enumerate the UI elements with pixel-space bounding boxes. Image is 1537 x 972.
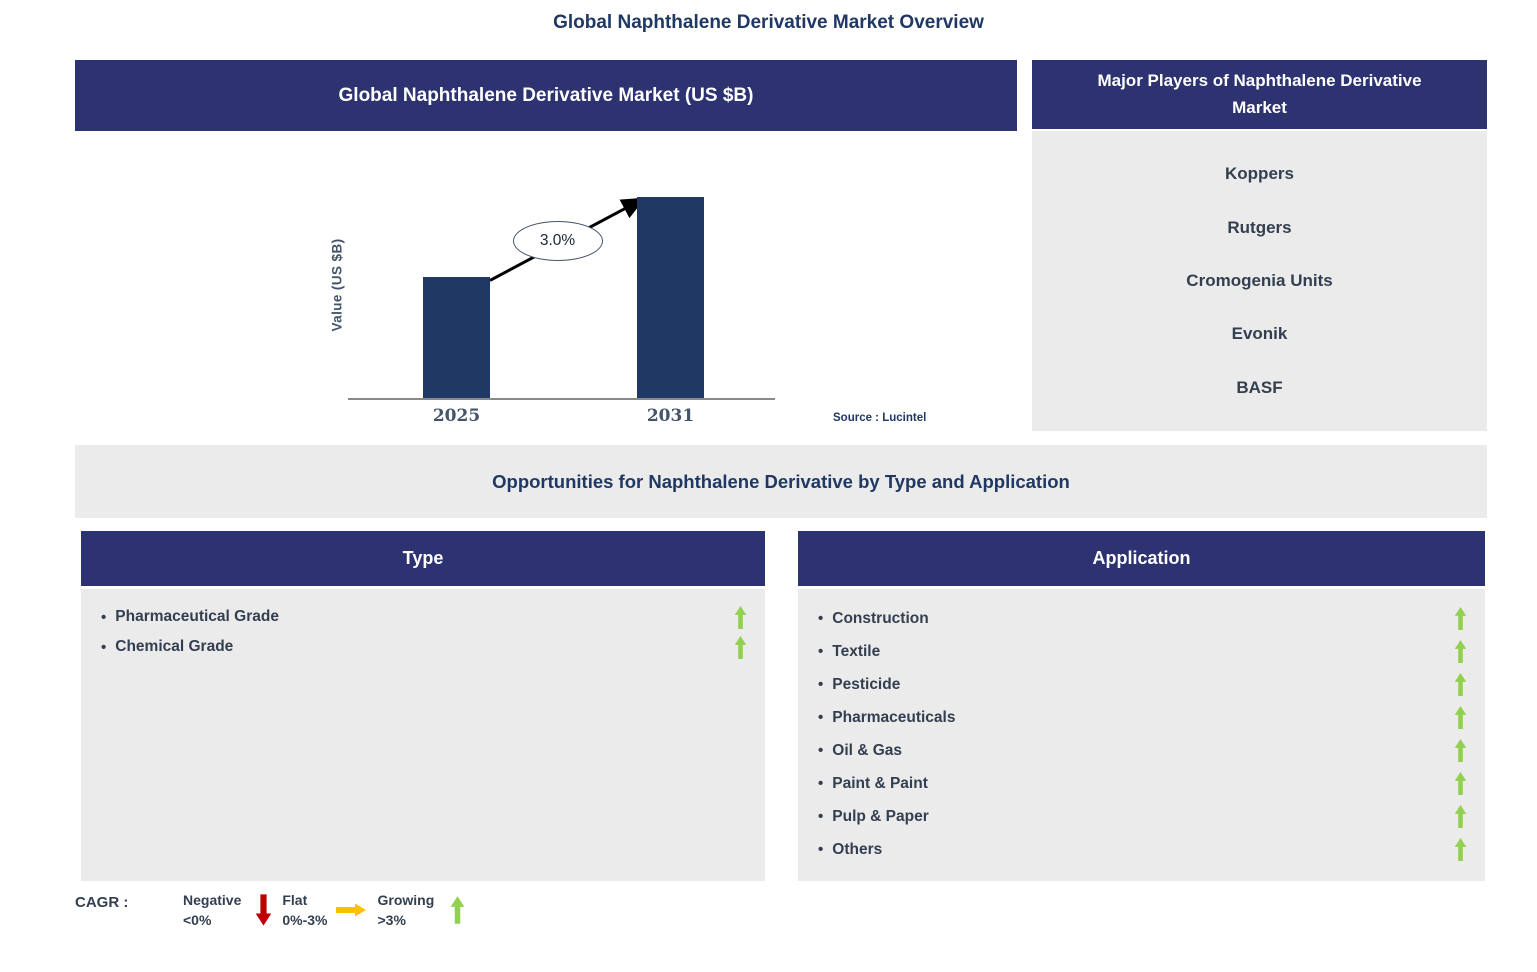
major-player-basf: BASF [1236,377,1283,397]
opportunity-item-label: Construction [832,609,929,627]
opportunity-item-label: Pharmaceutical Grade [115,608,279,625]
growing-trend-arrow-icon [1454,772,1467,795]
application-item-oil-gas: • Oil & Gas [798,734,1485,767]
bar-chart: Value (US $B) 3.0% 2025 2031 [330,131,775,426]
source-note: Source : Lucintel [833,412,927,424]
cagr-legend-text-growing: Growing >3% [377,892,435,928]
major-players-header: Major Players of Naphthalene Derivative … [1032,60,1487,129]
opportunities-band-title: Opportunities for Naphthalene Derivative… [492,470,1070,492]
application-item-others: • Others [798,833,1485,866]
application-item-textile: • Textile [798,635,1485,668]
growing-trend-arrow-icon [1454,805,1467,828]
bullet-icon: • [818,808,824,825]
growing-trend-arrow-icon [1454,673,1467,696]
application-header: Application [798,531,1485,586]
growing-trend-arrow-icon [734,635,747,659]
cagr-legend-entry-growing: Growing >3% [366,891,466,930]
market-chart-panel: Global Naphthalene Derivative Market (US… [75,60,1017,445]
market-chart-header: Global Naphthalene Derivative Market (US… [75,60,1017,131]
major-player-koppers: Koppers [1225,164,1294,184]
major-players-panel: Major Players of Naphthalene Derivative … [1032,60,1487,431]
cagr-legend-entry-flat: Flat 0%-3% [272,891,366,930]
bar-2031 [637,197,704,398]
application-item-construction: • Construction [798,602,1485,635]
type-items-list: • Pharmaceutical Grade • Chemical Grade [81,589,765,881]
application-items-list: • Construction • Textile • Pesticide • P… [798,589,1485,881]
major-player-evonik: Evonik [1231,324,1288,344]
cagr-trend-arrow [489,197,646,282]
application-item-paint-paint: • Paint & Paint [798,767,1485,800]
application-item-pulp-paper: • Pulp & Paper [798,800,1485,833]
major-player-rutgers: Rutgers [1227,217,1292,237]
cagr-legend: CAGR : Negative <0% Flat 0%-3% Growing >3% [75,891,465,930]
opportunity-item-label: Others [832,840,883,858]
application-item-pharmaceuticals: • Pharmaceuticals [798,701,1485,734]
x-tick-label-2031: 2031 [646,406,695,426]
type-panel: Type • Pharmaceutical Grade • Chemical G… [81,531,765,881]
cagr-growing-arrow-icon [450,893,465,927]
growing-trend-arrow-icon [1454,607,1467,630]
cagr-legend-entry-negative: Negative <0% [165,891,272,930]
application-item-pesticide: • Pesticide [798,668,1485,701]
opportunity-item-label: Oil & Gas [832,741,903,759]
type-header: Type [81,531,765,586]
bullet-icon: • [101,608,107,626]
growing-trend-arrow-icon [1454,640,1467,663]
y-axis-label: Value (US $B) [329,238,345,332]
application-panel: Application • Construction • Textile • P… [798,531,1485,881]
major-player-cromogenia-units: Cromogenia Units [1186,270,1333,290]
opportunity-item-label: Chemical Grade [115,638,234,655]
cagr-legend-text-negative: Negative <0% [183,892,242,928]
bullet-icon: • [818,709,824,726]
bullet-icon: • [818,610,824,627]
growing-trend-arrow-icon [1454,706,1467,729]
bullet-icon: • [818,643,824,660]
bullet-icon: • [818,775,824,792]
cagr-annotation-bubble: 3.0% [512,220,603,261]
major-players-list: Koppers Rutgers Cromogenia Units Evonik BASF [1032,131,1487,431]
page-title: Global Naphthalene Derivative Market Ove… [553,12,984,33]
opportunity-item-label: Pesticide [832,675,901,693]
opportunity-item-label: Pulp & Paper [832,807,929,825]
type-item-chemical-grade: • Chemical Grade [81,632,765,662]
cagr-flat-arrow-icon [335,903,366,917]
bullet-icon: • [818,742,824,759]
growing-trend-arrow-icon [734,605,747,629]
opportunities-band: Opportunities for Naphthalene Derivative… [75,445,1487,518]
x-tick-label-2025: 2025 [432,406,481,426]
opportunity-item-label: Textile [832,642,881,660]
bar-2025 [423,277,490,398]
cagr-legend-label: CAGR : [75,894,129,911]
opportunity-item-label: Pharmaceuticals [832,708,956,726]
bullet-icon: • [101,638,107,656]
cagr-annotation-value: 3.0% [539,231,576,249]
growing-trend-arrow-icon [1454,739,1467,762]
bullet-icon: • [818,841,824,858]
bullet-icon: • [818,676,824,693]
cagr-legend-text-flat: Flat 0%-3% [282,892,328,928]
type-item-pharmaceutical-grade: • Pharmaceutical Grade [81,602,765,632]
cagr-negative-arrow-icon [255,893,272,927]
opportunity-item-label: Paint & Paint [832,774,928,792]
growing-trend-arrow-icon [1454,838,1467,861]
